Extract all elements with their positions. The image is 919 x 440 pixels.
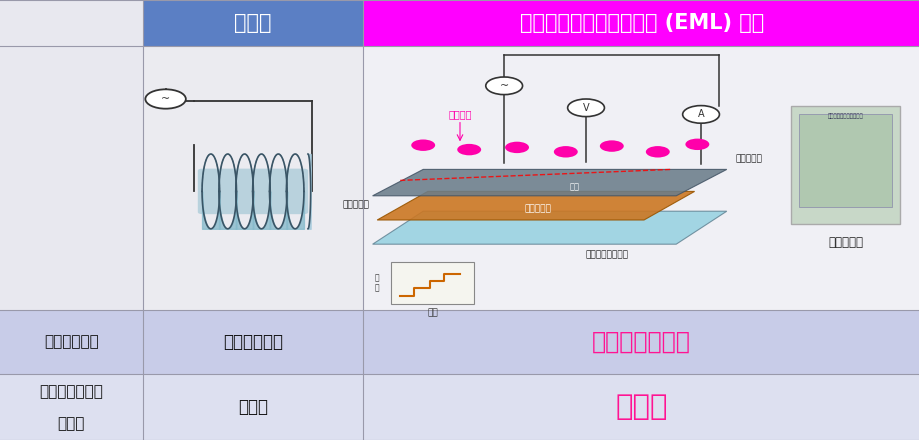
Text: V: V [582, 103, 589, 113]
Text: インダクタンス: インダクタンス [40, 384, 103, 399]
Bar [363, 0, 919, 46]
Bar [363, 310, 919, 374]
Circle shape [645, 146, 669, 158]
Text: 試料の写真: 試料の写真 [827, 235, 862, 249]
Bar [391, 262, 473, 304]
Text: 創発インダクタデバイス: 創発インダクタデバイス [827, 114, 862, 119]
Circle shape [411, 139, 435, 151]
FancyBboxPatch shape [198, 169, 308, 214]
Circle shape [457, 144, 481, 155]
Text: ~: ~ [161, 94, 170, 104]
Circle shape [685, 139, 709, 150]
Text: パーマロイ: パーマロイ [343, 200, 369, 209]
Text: 断面積に反比例: 断面積に反比例 [592, 330, 690, 354]
Bar [142, 374, 363, 440]
Circle shape [145, 89, 186, 109]
Polygon shape [372, 169, 726, 196]
Text: ポリカーボネート: ポリカーボネート [585, 251, 628, 260]
Polygon shape [372, 211, 726, 244]
Bar [790, 106, 899, 224]
Bar [0, 374, 142, 440]
Circle shape [505, 142, 528, 153]
Bar [142, 0, 363, 46]
Circle shape [682, 106, 719, 123]
Bar [798, 114, 891, 207]
Text: の符号: の符号 [58, 416, 85, 431]
Text: 断面積に比例: 断面積に比例 [222, 333, 283, 351]
Bar [142, 46, 363, 310]
Text: 伝導電子: 伝導電子 [448, 109, 471, 119]
Text: 階段状磁場: 階段状磁場 [524, 205, 551, 213]
Text: 創発磁気インダクタンス (EML) 効果: 創発磁気インダクタンス (EML) 効果 [519, 13, 763, 33]
Bar [0, 310, 142, 374]
Text: 磁
場: 磁 場 [374, 273, 380, 293]
Circle shape [567, 99, 604, 117]
Bar [363, 374, 919, 440]
Bar [363, 46, 919, 310]
Circle shape [599, 140, 623, 152]
Circle shape [553, 146, 577, 158]
Bar [0, 0, 142, 46]
Text: ~: ~ [499, 81, 508, 91]
Text: 正と負: 正と負 [615, 393, 667, 421]
Text: 磁壁: 磁壁 [570, 183, 579, 191]
Text: サイズ依存性: サイズ依存性 [44, 334, 98, 350]
Text: 正のみ: 正のみ [238, 398, 267, 416]
Circle shape [485, 77, 522, 95]
Text: A: A [697, 110, 704, 119]
Bar [0, 46, 142, 310]
Text: 時間: 時間 [426, 309, 437, 318]
Text: 磁気異方性: 磁気異方性 [735, 154, 762, 163]
Bar [142, 310, 363, 374]
Polygon shape [377, 191, 694, 220]
Text: コイル: コイル [234, 13, 271, 33]
